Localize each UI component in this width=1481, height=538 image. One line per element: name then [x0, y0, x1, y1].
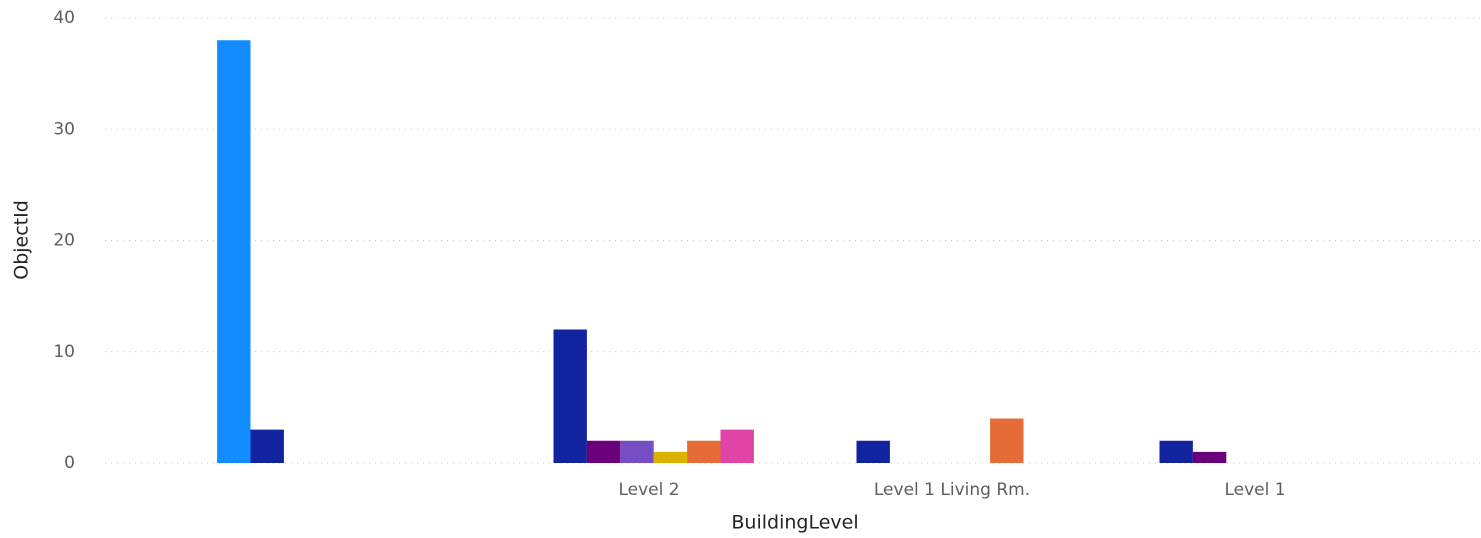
- x-tick-label: Level 2: [618, 480, 679, 500]
- y-tick-label: 10: [53, 342, 75, 362]
- x-tick-label: Level 1 Living Rm.: [874, 480, 1030, 500]
- bar: [586, 440, 621, 463]
- y-tick-label: 20: [53, 231, 75, 251]
- bar: [720, 429, 754, 463]
- bar: [553, 329, 587, 463]
- bar: [856, 440, 890, 463]
- bar: [620, 440, 654, 463]
- x-tick-label: Level 1: [1224, 480, 1285, 500]
- bar: [990, 418, 1024, 463]
- bar: [687, 440, 721, 463]
- y-axis-title: ObjectId: [11, 200, 33, 280]
- x-axis-title: BuildingLevel: [731, 512, 858, 534]
- y-tick-label: 30: [53, 119, 75, 139]
- y-tick-label: 40: [53, 8, 75, 28]
- bar: [250, 429, 284, 463]
- bar: [1192, 451, 1227, 463]
- bar: [217, 40, 251, 463]
- bar: [1159, 440, 1193, 463]
- bar: [653, 451, 688, 463]
- y-tick-label: 0: [64, 453, 75, 473]
